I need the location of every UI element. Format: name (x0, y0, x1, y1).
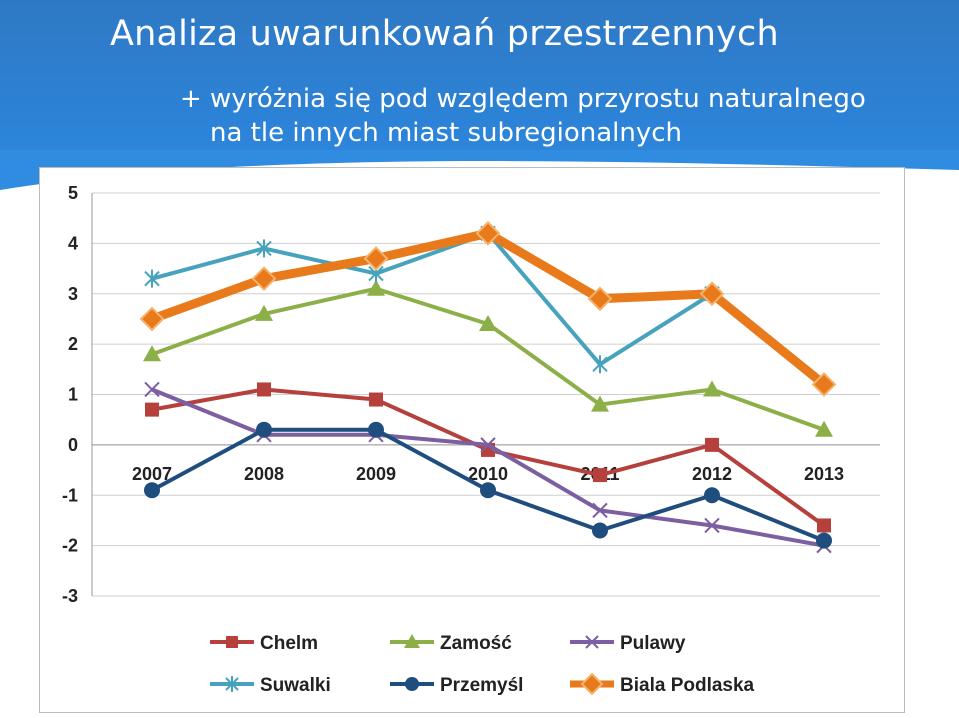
legend-marker (404, 634, 420, 648)
data-point (144, 269, 160, 288)
chart-frame: 543210-1-2-32007200820092010201120122013… (39, 167, 905, 713)
legend-label: Zamość (440, 633, 512, 654)
data-point (256, 421, 272, 438)
data-point (587, 286, 613, 312)
legend-item: Chelm (210, 633, 318, 654)
data-point (367, 279, 385, 296)
data-point (479, 314, 497, 331)
data-point (480, 482, 496, 499)
legend-label: Suwalki (260, 675, 331, 696)
legend-marker (585, 635, 599, 649)
data-point (703, 380, 721, 397)
slide-title: Analiza uwarunkowań przestrzennych (110, 14, 779, 54)
data-point (592, 502, 608, 519)
data-point (817, 518, 831, 533)
legend-label: Biala Podlaska (620, 675, 755, 696)
y-tick-label: 1 (68, 385, 78, 405)
x-tick-label: 2007 (132, 464, 172, 484)
x-tick-label: 2013 (804, 464, 844, 484)
data-point (593, 468, 607, 483)
legend-item: Suwalki (210, 675, 331, 696)
legend-label: Przemyśl (440, 675, 523, 696)
legend-marker (225, 676, 239, 692)
data-point (368, 421, 384, 438)
legend-item: Biala Podlaska (570, 672, 755, 696)
data-point (145, 402, 159, 417)
series-line-biala-podlaska (150, 228, 827, 388)
y-tick-label: 2 (68, 334, 78, 354)
legend-item: Zamość (390, 633, 512, 654)
data-point (815, 420, 833, 437)
data-point (592, 522, 608, 539)
x-tick-label: 2010 (468, 464, 508, 484)
x-tick-label: 2009 (356, 464, 396, 484)
data-point (369, 392, 383, 407)
line-chart: 543210-1-2-32007200820092010201120122013… (62, 183, 880, 696)
data-point (256, 239, 272, 258)
y-tick-label: 4 (68, 233, 78, 253)
data-point (699, 281, 725, 307)
legend-item: Przemyśl (390, 675, 523, 696)
data-point (591, 395, 609, 412)
subtitle-line-1: + wyróżnia się pod względem przyrostu na… (180, 84, 866, 114)
data-point (363, 246, 389, 271)
legend-label: Pulawy (620, 633, 686, 654)
series-line-chelm (151, 387, 826, 528)
data-point (143, 345, 161, 362)
x-tick-label: 2008 (244, 464, 284, 484)
y-tick-label: -3 (62, 586, 78, 606)
data-point (705, 437, 719, 452)
data-point (816, 532, 832, 549)
data-point (811, 372, 837, 397)
legend-marker (226, 636, 238, 648)
legend-item: Pulawy (570, 633, 686, 654)
series-line-suwalki (151, 231, 714, 367)
legend-marker (580, 672, 604, 696)
y-tick-label: 3 (68, 284, 78, 304)
y-tick-label: 5 (68, 183, 78, 203)
y-tick-label: -1 (62, 485, 78, 505)
data-point (475, 220, 501, 246)
data-point (592, 355, 608, 374)
legend-label: Chelm (260, 633, 318, 654)
x-tick-label: 2012 (692, 464, 732, 484)
data-point (255, 304, 273, 321)
data-point (704, 487, 720, 504)
y-tick-label: -2 (62, 536, 78, 556)
data-point (139, 306, 165, 332)
data-point (144, 482, 160, 499)
slide-subtitle: + wyróżnia się pod względem przyrostu na… (180, 82, 866, 150)
data-point (704, 517, 720, 534)
data-point (257, 382, 271, 397)
y-tick-label: 0 (68, 435, 78, 455)
data-point (480, 437, 496, 453)
subtitle-line-2: na tle innych miast subregionalnych (210, 118, 682, 148)
series-line-zamość (151, 286, 825, 432)
legend-marker (405, 677, 419, 691)
data-point (251, 266, 277, 292)
data-point (144, 381, 160, 398)
